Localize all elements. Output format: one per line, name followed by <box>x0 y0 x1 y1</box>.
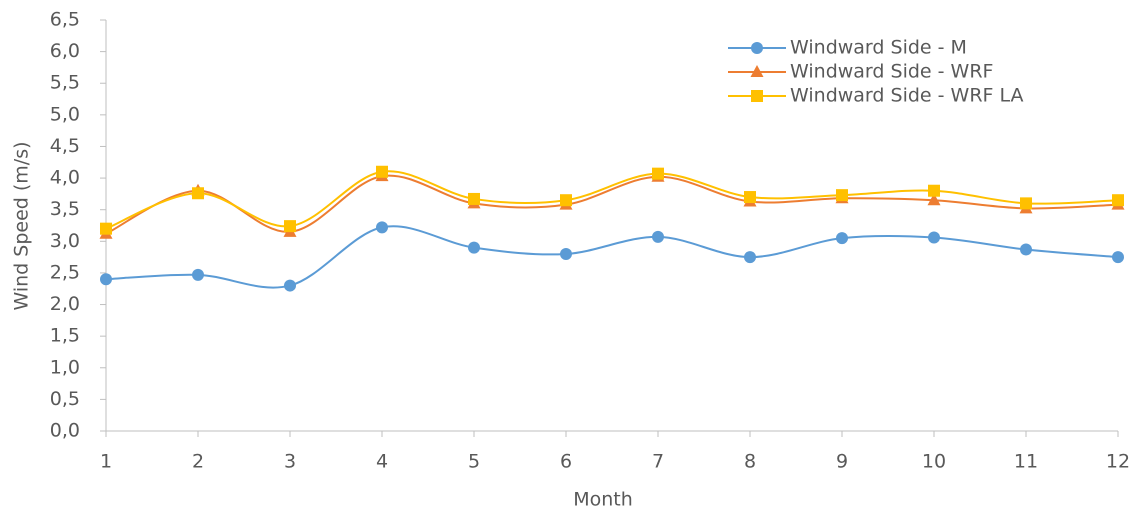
y-tick-label: 5,5 <box>50 72 80 94</box>
x-tick-label: 12 <box>1106 451 1130 473</box>
legend-label: Windward Side - M <box>790 37 967 59</box>
y-axis-title: Wind Speed (m/s) <box>11 141 33 310</box>
data-point <box>928 184 940 197</box>
y-tick-label: 2,5 <box>50 261 80 283</box>
series-line <box>105 225 1119 289</box>
x-tick-label: 4 <box>376 451 388 473</box>
legend-marker <box>750 65 764 77</box>
legend-marker <box>751 90 763 102</box>
x-axis-title: Month <box>573 489 633 511</box>
data-point <box>560 194 572 207</box>
y-tick-label: 3,0 <box>50 230 80 252</box>
data-point <box>100 222 112 235</box>
data-point <box>284 220 296 233</box>
x-tick-label: 5 <box>468 451 480 473</box>
x-tick-label: 8 <box>744 451 756 473</box>
data-point <box>836 189 848 202</box>
data-point <box>100 273 112 286</box>
x-tick-label: 2 <box>192 451 204 473</box>
data-point <box>1020 243 1032 256</box>
x-tick-label: 9 <box>836 451 848 473</box>
x-tick-label: 7 <box>652 451 664 473</box>
y-tick-label: 6,5 <box>50 9 80 31</box>
data-point <box>1112 194 1124 207</box>
data-point <box>928 231 940 244</box>
x-tick-label: 1 <box>100 451 112 473</box>
data-point <box>468 192 480 205</box>
y-tick-label: 1,0 <box>50 356 80 378</box>
x-tick-label: 10 <box>922 451 946 473</box>
legend-label: Windward Side - WRF <box>790 61 993 83</box>
legend-label: Windward Side - WRF LA <box>790 85 1024 107</box>
data-point <box>1112 251 1124 264</box>
y-tick-label: 4,5 <box>50 135 80 157</box>
data-point <box>376 221 388 234</box>
y-tick-label: 3,5 <box>50 198 80 220</box>
x-tick-label: 3 <box>284 451 296 473</box>
legend-marker <box>751 42 763 54</box>
x-tick-label: 6 <box>560 451 572 473</box>
data-point <box>468 241 480 254</box>
data-point <box>744 191 756 204</box>
y-tick-label: 0,0 <box>50 420 80 442</box>
data-point <box>1020 197 1032 210</box>
data-point <box>652 167 664 180</box>
data-point <box>192 268 204 281</box>
y-tick-label: 6,0 <box>50 40 80 62</box>
data-point <box>836 232 848 245</box>
y-tick-label: 4,0 <box>50 167 80 189</box>
y-tick-label: 0,5 <box>50 388 80 410</box>
series-line <box>105 174 1119 235</box>
y-tick-label: 5,0 <box>50 103 80 125</box>
data-point <box>652 230 664 243</box>
y-tick-label: 2,0 <box>50 293 80 315</box>
x-tick-label: 11 <box>1014 451 1038 473</box>
data-point <box>284 279 296 292</box>
data-point <box>927 193 941 206</box>
y-tick-label: 1,5 <box>50 325 80 347</box>
data-point <box>376 165 388 178</box>
data-point <box>192 187 204 200</box>
data-point <box>560 247 572 260</box>
data-point <box>744 251 756 264</box>
